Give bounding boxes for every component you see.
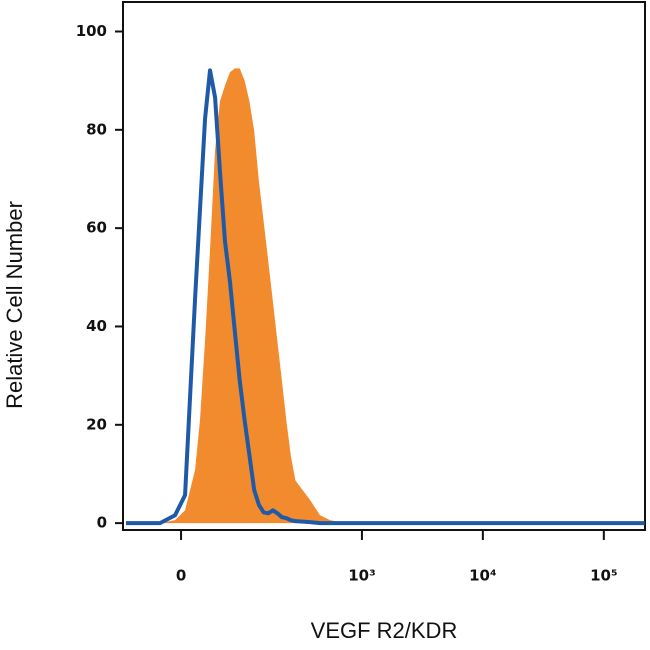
- y-tick-label: 40: [86, 317, 107, 335]
- y-tick-label: 20: [86, 415, 107, 433]
- plot-frame: [122, 1, 646, 531]
- x-axis-label: VEGF R2/KDR: [311, 618, 458, 643]
- x-tick-label: 0: [176, 567, 186, 585]
- x-tick-label: 10³: [348, 567, 375, 585]
- line: [126, 68, 645, 526]
- y-tick-label: 100: [76, 22, 107, 40]
- area: [126, 68, 645, 524]
- y-tick-label: 60: [86, 219, 107, 237]
- y-axis-label: Relative Cell Number: [2, 201, 27, 409]
- y-tick-label: 80: [86, 120, 107, 138]
- y-tick-label: 0: [97, 514, 107, 532]
- x-tick-label: 10⁴: [469, 567, 496, 585]
- x-tick-label: 10⁵: [590, 567, 617, 585]
